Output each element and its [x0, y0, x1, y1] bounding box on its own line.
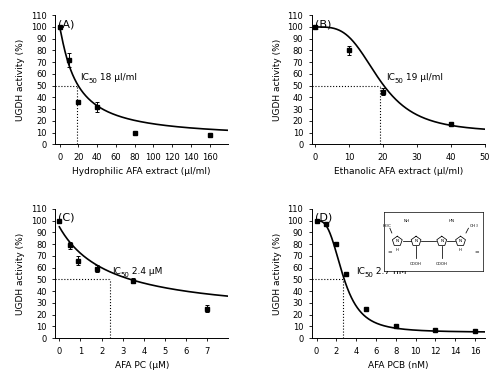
Text: (B): (B): [315, 19, 332, 29]
Y-axis label: UGDH activity (%): UGDH activity (%): [16, 233, 26, 315]
Y-axis label: UGDH activity (%): UGDH activity (%): [16, 39, 26, 121]
Text: 19 μl/ml: 19 μl/ml: [403, 73, 443, 82]
Text: (D): (D): [315, 213, 332, 223]
Text: 2.7 nM: 2.7 nM: [373, 267, 406, 276]
Text: IC: IC: [80, 73, 89, 82]
Text: (C): (C): [58, 213, 75, 223]
Text: 50: 50: [88, 79, 98, 84]
Y-axis label: UGDH activity (%): UGDH activity (%): [273, 39, 282, 121]
X-axis label: AFA PC (μM): AFA PC (μM): [114, 361, 169, 370]
Text: 18 μl/ml: 18 μl/ml: [97, 73, 137, 82]
Text: IC: IC: [356, 267, 365, 276]
Text: IC: IC: [112, 267, 121, 276]
Text: 50: 50: [394, 79, 404, 84]
Text: IC: IC: [386, 73, 396, 82]
Y-axis label: UGDH activity (%): UGDH activity (%): [273, 233, 282, 315]
X-axis label: Ethanolic AFA extract (μl/ml): Ethanolic AFA extract (μl/ml): [334, 167, 463, 176]
Text: 2.4 μM: 2.4 μM: [128, 267, 162, 276]
X-axis label: Hydrophilic AFA extract (μl/ml): Hydrophilic AFA extract (μl/ml): [72, 167, 211, 176]
Text: 50: 50: [364, 272, 374, 278]
Text: 50: 50: [120, 272, 130, 278]
X-axis label: AFA PCB (nM): AFA PCB (nM): [368, 361, 428, 370]
Text: (A): (A): [58, 19, 75, 29]
